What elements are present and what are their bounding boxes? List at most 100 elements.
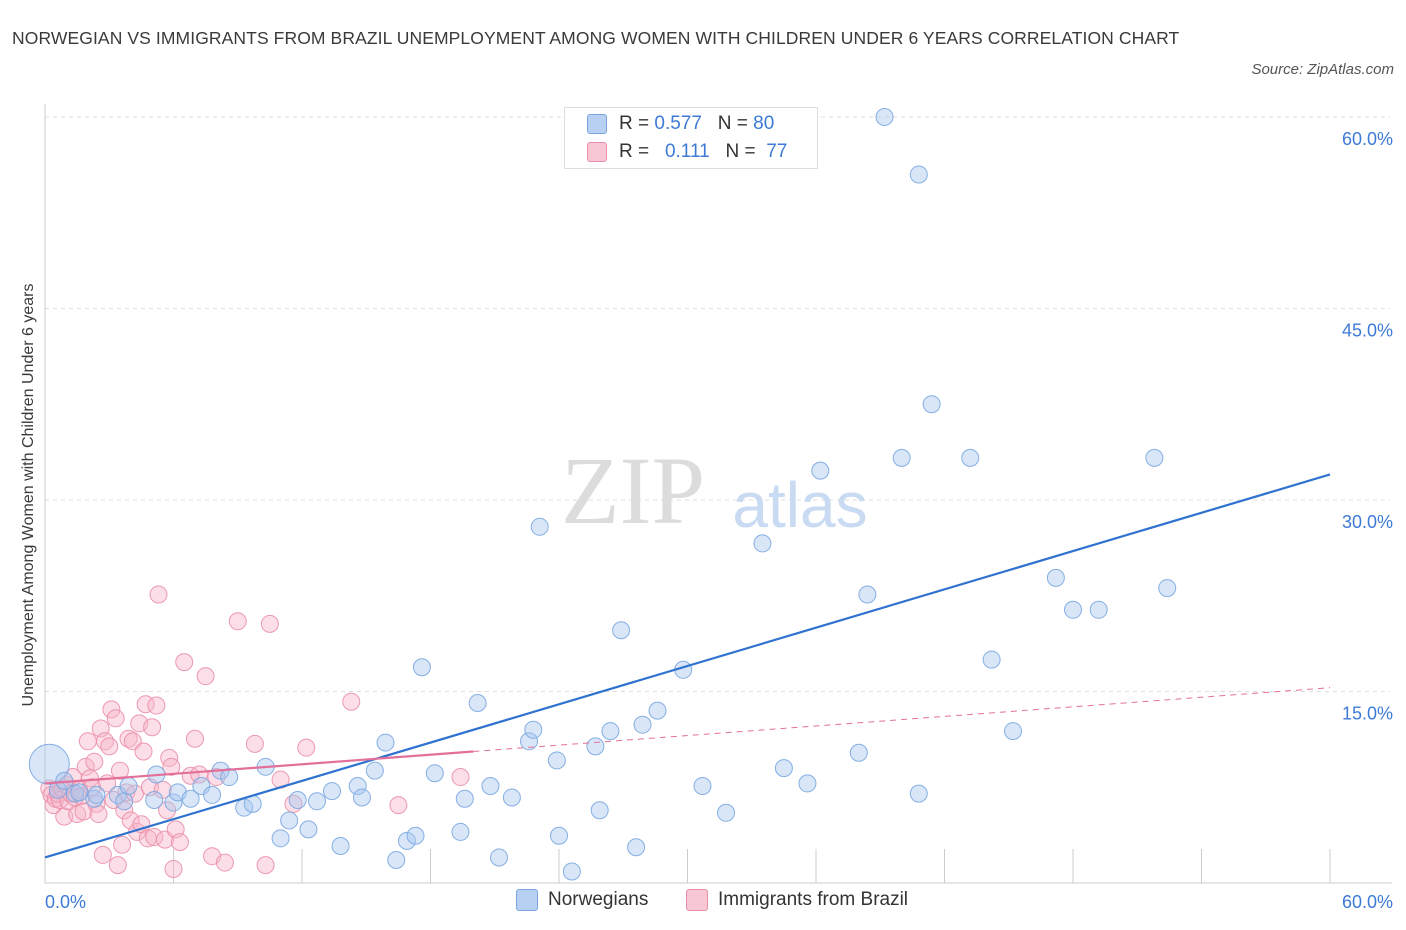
brazil-point-62 (185, 729, 204, 748)
brazil-point-28 (100, 737, 119, 756)
norwegian-point-79 (1145, 448, 1164, 467)
norwegian-point-68 (875, 108, 894, 126)
series-legend: Norwegians Immigrants from Brazil (0, 889, 1406, 915)
brazil-point-48 (143, 718, 162, 737)
grid-lines (45, 116, 1390, 692)
brazil-point-68 (228, 612, 247, 631)
brazil-point-64 (196, 667, 215, 686)
y-tick-label-2: 45.0% (1342, 321, 1393, 341)
norwegian-point-48 (550, 826, 568, 845)
norwegian-point-30 (352, 788, 371, 807)
brazil-point-69 (245, 734, 264, 753)
norwegian-point-77 (1064, 600, 1082, 619)
trend-line-norwegians (44, 473, 1331, 859)
brazil-point-18 (78, 732, 97, 751)
norwegian-point-56 (648, 701, 667, 720)
brazil-point-55 (160, 748, 179, 767)
norwegian-point-78 (1089, 600, 1108, 619)
legend-swatch-blue (587, 114, 607, 134)
n-label: N = (717, 113, 748, 134)
brazil-point-59 (170, 833, 189, 852)
norwegian-point-8 (115, 792, 134, 811)
norwegian-point-18 (220, 768, 239, 787)
trend-line-brazil (44, 750, 474, 785)
series-norwegians (28, 108, 1177, 881)
axes (44, 104, 1392, 884)
norwegian-point-47 (547, 751, 566, 770)
norwegian-point-22 (271, 829, 290, 848)
norwegian-point-66 (849, 743, 868, 762)
n-value-brazil: 77 (766, 141, 788, 162)
norwegian-point-67 (858, 585, 877, 604)
norwegian-point-34 (397, 831, 416, 850)
norwegian-point-33 (387, 851, 406, 870)
norwegian-point-37 (425, 764, 444, 783)
norwegian-point-55 (633, 715, 652, 734)
brazil-point-33 (110, 761, 129, 780)
brazil-point-77 (451, 768, 470, 787)
norwegian-point-23 (280, 811, 299, 830)
brazil-point-29 (102, 700, 121, 719)
chart-title: NORWEGIAN VS IMMIGRANTS FROM BRAZIL UNEM… (12, 28, 1180, 48)
brazil-point-67 (215, 853, 234, 872)
norwegian-point-64 (798, 774, 817, 793)
norwegian-point-59 (717, 803, 736, 822)
brazil-point-60 (175, 653, 194, 672)
brazil-point-17 (76, 757, 95, 776)
brazil-point-50 (147, 696, 166, 715)
norwegian-point-45 (524, 720, 543, 739)
norwegian-point-26 (307, 792, 326, 811)
norwegian-point-24 (288, 791, 307, 810)
norwegian-point-63 (774, 759, 793, 778)
watermark-atlas: atlas (732, 469, 867, 541)
norwegian-point-74 (982, 650, 1001, 669)
legend-item-norwegians[interactable]: Norwegians (516, 889, 648, 911)
norwegian-point-53 (612, 621, 631, 640)
brazil-point-57 (164, 859, 183, 878)
n-label: N = (725, 141, 756, 162)
norwegian-point-70 (909, 165, 928, 184)
brazil-point-44 (134, 742, 153, 761)
n-value-norwegians: 80 (753, 113, 775, 134)
legend-row-norwegians: R = 0.577 N = 80 (587, 112, 774, 136)
brazil-point-19 (80, 769, 99, 788)
norwegian-point-4 (70, 783, 89, 802)
brazil-point-56 (162, 757, 181, 776)
y-tick-label-1: 30.0% (1342, 512, 1393, 532)
brazil-point-21 (85, 752, 104, 771)
brazil-point-76 (389, 796, 408, 815)
watermark: ZIP atlas (561, 437, 868, 544)
norwegian-point-10 (145, 791, 164, 810)
legend-item-brazil[interactable]: Immigrants from Brazil (686, 889, 908, 911)
norwegian-point-80 (1158, 579, 1177, 598)
brazil-point-34 (113, 835, 132, 854)
brazil-point-38 (121, 811, 140, 830)
brazil-point-70 (256, 856, 275, 875)
brazil-point-71 (260, 614, 279, 633)
norwegian-point-28 (331, 836, 350, 855)
norwegian-point-16 (203, 785, 222, 804)
norwegian-point-38 (451, 822, 470, 841)
norwegian-point-44 (520, 732, 539, 751)
norwegian-point-29 (348, 776, 367, 795)
legend-label-norwegians: Norwegians (548, 889, 649, 910)
norwegian-point-52 (601, 722, 620, 741)
legend-label-brazil: Immigrants from Brazil (718, 889, 909, 910)
norwegian-point-14 (181, 789, 200, 808)
norwegian-point-43 (502, 788, 521, 807)
norwegian-point-76 (1046, 568, 1065, 587)
norwegian-point-25 (299, 820, 318, 839)
trend-lines (44, 473, 1331, 859)
r-label: R = (619, 113, 650, 134)
brazil-point-54 (158, 801, 177, 820)
norwegian-point-50 (586, 737, 605, 756)
norwegian-point-12 (164, 793, 183, 812)
brazil-point-51 (149, 585, 168, 604)
y-tick-label-0: 15.0% (1342, 704, 1393, 724)
watermark-zip: ZIP (561, 437, 705, 544)
brazil-point-31 (106, 709, 125, 728)
norwegian-point-62 (753, 534, 772, 553)
norwegian-point-31 (365, 761, 384, 780)
norwegian-point-46 (530, 517, 549, 536)
